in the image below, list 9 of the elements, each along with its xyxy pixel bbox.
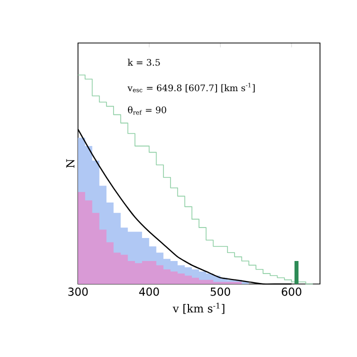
x-tick-label: 300 [68, 288, 88, 296]
y-axis-title: N [66, 159, 74, 168]
annotation: θ$_{ref}$ = 90 [128, 106, 166, 115]
x-tick-label: 400 [139, 288, 159, 296]
x-tick-label: 600 [282, 288, 302, 296]
x-axis-title: v [km s$^{-1}$] [172, 302, 224, 314]
x-tick-label: 500 [210, 288, 230, 296]
annotation: v$_{esc}$ = 649.8 [607.7] [km s$^{-1}$] [127, 82, 255, 92]
text: k = 3.5 [128, 58, 160, 66]
